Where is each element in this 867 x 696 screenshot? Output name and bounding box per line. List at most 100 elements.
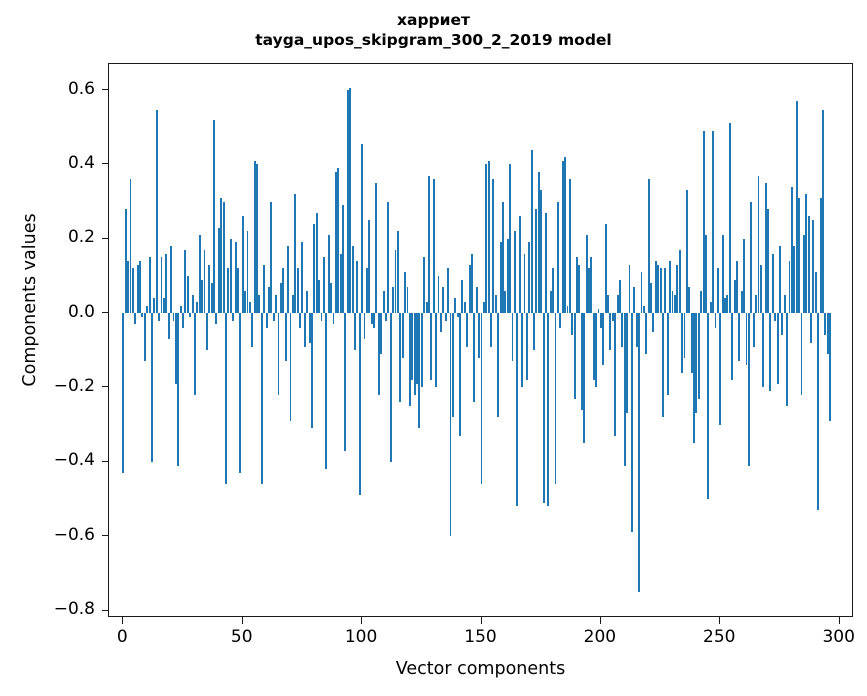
- bar: [203, 249, 206, 314]
- bar: [244, 290, 247, 314]
- bar: [394, 249, 397, 314]
- x-tick-label: 100: [344, 627, 378, 647]
- bar: [549, 290, 552, 314]
- bar: [647, 179, 650, 314]
- x-tick-label: 300: [822, 627, 855, 647]
- bar: [733, 279, 736, 314]
- bar: [418, 313, 421, 429]
- bar: [246, 231, 249, 314]
- bar: [380, 313, 383, 354]
- bar: [595, 313, 598, 388]
- bar: [174, 313, 177, 384]
- bar: [196, 301, 199, 314]
- bar: [408, 313, 411, 407]
- bar: [650, 283, 652, 314]
- bar: [444, 313, 447, 321]
- bar: [478, 313, 481, 358]
- bar: [556, 201, 559, 314]
- bar: [284, 313, 287, 362]
- bar: [810, 313, 812, 343]
- bar: [619, 279, 621, 314]
- bar: [707, 313, 710, 499]
- y-tick-label: 0.0: [67, 301, 95, 322]
- bar: [757, 175, 760, 314]
- bar: [349, 88, 352, 314]
- bar: [499, 242, 502, 314]
- bar: [306, 290, 309, 314]
- bar: [315, 212, 318, 314]
- bar: [590, 257, 593, 314]
- bar: [461, 279, 464, 314]
- bar: [399, 313, 402, 403]
- bar: [599, 313, 602, 328]
- bar: [764, 182, 767, 314]
- bar: [406, 287, 409, 314]
- bar: [793, 246, 796, 314]
- x-tick-label: 200: [583, 627, 617, 647]
- bar: [351, 246, 354, 314]
- bar: [435, 313, 438, 388]
- bar: [337, 168, 340, 314]
- bar: [759, 264, 762, 314]
- y-tick-label: 0.2: [67, 227, 95, 248]
- x-tick-mark: [480, 617, 482, 624]
- bar: [392, 287, 395, 314]
- bar: [146, 305, 149, 314]
- x-tick-mark: [241, 617, 243, 624]
- bar: [322, 257, 325, 314]
- x-tick-label: 0: [116, 627, 128, 647]
- bar: [342, 205, 344, 314]
- bar: [523, 253, 526, 314]
- bar: [535, 209, 538, 314]
- bar: [253, 160, 256, 314]
- bar: [580, 313, 583, 410]
- bar: [604, 223, 607, 314]
- bar: [487, 160, 490, 314]
- bar: [124, 209, 127, 314]
- bar: [688, 287, 691, 314]
- bar: [568, 179, 571, 314]
- bar: [179, 305, 182, 314]
- bar: [607, 294, 609, 314]
- bar: [227, 268, 230, 314]
- bar: [716, 268, 719, 314]
- y-axis-ticks: −0.8 −0.6 −0.4 −0.2 0.0 0.2 0.4 0.6: [0, 0, 108, 696]
- bar: [800, 313, 803, 395]
- bar: [683, 313, 686, 358]
- y-tick-mark: [101, 237, 108, 239]
- bar: [630, 313, 633, 533]
- bar: [755, 294, 758, 314]
- y-tick-label: −0.2: [53, 375, 95, 396]
- bar: [726, 294, 729, 314]
- y-tick-label: −0.8: [53, 599, 95, 620]
- y-tick-mark: [101, 89, 108, 91]
- bar: [177, 313, 180, 466]
- bar: [662, 313, 664, 418]
- bar: [576, 257, 578, 314]
- bar: [265, 313, 268, 328]
- bar: [762, 313, 765, 388]
- bar: [681, 313, 684, 373]
- bar: [506, 238, 509, 314]
- bar: [325, 313, 328, 470]
- bar: [623, 313, 626, 466]
- bar: [129, 179, 132, 314]
- bar: [771, 253, 774, 314]
- bar: [587, 268, 590, 314]
- bar: [416, 313, 418, 384]
- bar: [320, 313, 323, 321]
- y-tick-mark: [101, 386, 108, 388]
- bar: [184, 249, 187, 314]
- bar: [189, 313, 192, 317]
- y-tick-mark: [101, 460, 108, 462]
- bar: [822, 110, 824, 314]
- bar: [191, 294, 194, 314]
- bar: [752, 313, 755, 347]
- y-tick-mark: [101, 312, 108, 314]
- bar: [289, 313, 292, 421]
- bar: [256, 164, 258, 314]
- bar: [552, 268, 555, 314]
- bar: [294, 194, 297, 314]
- bar: [492, 179, 495, 314]
- bar: [736, 261, 738, 314]
